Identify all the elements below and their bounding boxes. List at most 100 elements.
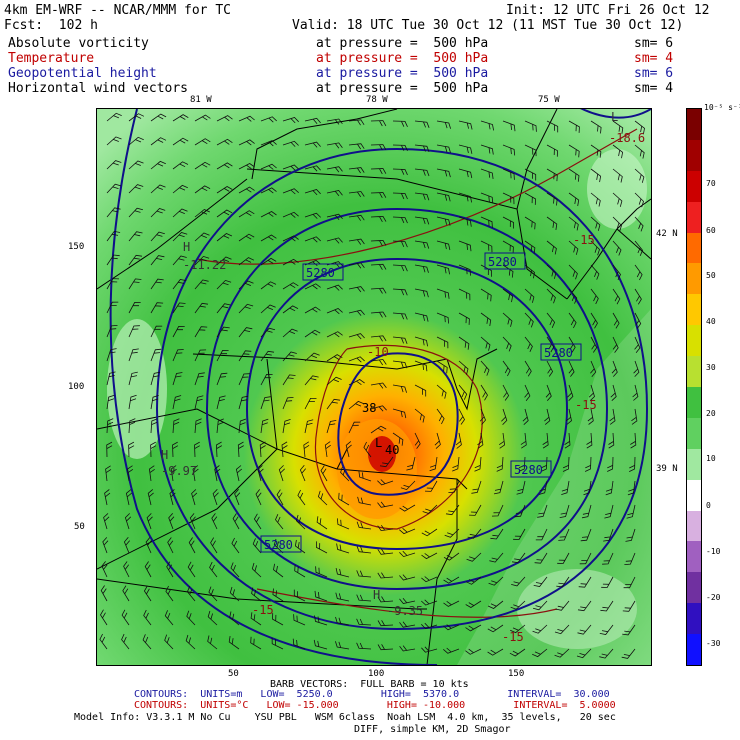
colorbar-label: 40 [706,317,716,326]
wind-barb [480,384,488,401]
wind-barb [142,634,152,650]
wind-barb [106,348,117,362]
wind-barb [229,586,240,602]
wind-barb [106,441,113,458]
wind-barb [489,552,504,563]
colorbar-segment [687,572,701,604]
wind-barb [315,541,328,554]
wind-barb [607,456,614,472]
wind-barb [452,456,460,472]
wind-barb [326,118,343,125]
wind-barb [238,186,255,194]
wind-barb [583,480,592,496]
wind-barb [304,306,321,314]
wind-barb [448,480,460,493]
field-name-vorticity: Absolute vorticity [8,36,149,51]
colorbar-unit: 10⁻⁵ s⁻¹ [704,103,740,112]
wind-barb [304,117,321,124]
colorbar-label: 20 [706,409,716,418]
wind-barb [356,594,372,602]
wind-barb [524,264,535,279]
wind-barb [128,371,138,386]
wind-barb [436,408,445,425]
colorbar-segment [687,356,701,388]
lat-label-39n: 39 N [656,464,678,474]
field-name-wind: Horizontal wind vectors [8,81,189,96]
temp-label: -15 [502,630,524,644]
forecast-hour: Fcst: 102 h [4,18,98,33]
wind-barb [356,642,372,650]
wind-barb [128,301,141,314]
wind-barb [143,609,152,626]
wind-barb [445,504,460,516]
height-contours [109,109,651,665]
field-name-geopotential: Geopotential height [8,66,157,81]
lon-label-81w: 81 W [190,95,212,105]
wind-barb [276,489,284,506]
wind-barb [172,232,188,242]
lon-label-75w: 75 W [538,95,560,105]
wind-barb [172,349,184,362]
wind-barb [414,384,427,397]
wind-barb [106,371,116,386]
weather-map: 5280 5280 5280 5280 5280 -18.6 -15 -10 -… [96,108,652,666]
wind-barb [275,514,284,530]
wind-barb [238,303,254,314]
wind-barb [513,528,526,540]
wind-barb [238,233,255,242]
colorbar-label: 10 [706,454,716,463]
wind-barb [370,120,387,127]
wind-barb [546,360,554,377]
colorbar-label: 70 [706,179,716,188]
wind-barb [568,144,580,158]
wind-barb [282,419,291,434]
wind-barb [498,432,506,449]
wind-barb [123,537,131,554]
wind-barb [172,279,187,290]
wind-barb [100,585,108,602]
wind-barb [621,648,636,659]
wind-barb [370,287,387,294]
wind-barb [436,240,451,251]
wind-barb [579,552,592,565]
wind-barb [524,384,531,401]
wind-barb [124,513,132,530]
wind-barb [524,192,536,205]
wind-barb [568,240,579,255]
wind-barb [260,350,275,362]
colorbar-segment [687,170,701,203]
wind-barb [348,421,361,434]
wind-barb [150,208,166,218]
wind-barb [370,263,387,270]
wind-barb [282,235,299,242]
wind-barb [146,513,153,530]
wind-barb [316,516,328,530]
wind-barb [392,144,408,151]
wind-barb [458,264,471,276]
wind-barb [260,211,277,218]
wind-barb [324,441,331,458]
wind-barb [207,610,218,626]
wind-barb [465,600,482,608]
wind-barb [335,592,350,602]
wind-barb [216,162,233,170]
wind-barb [524,120,537,132]
wind-barb [167,537,174,554]
wind-barb [336,543,350,554]
wind-barb [150,231,165,242]
wind-barb [491,504,504,517]
wind-barb [122,585,130,602]
wind-barb [128,418,136,434]
wind-barb [282,188,299,195]
wind-barb [557,552,570,564]
wind-barb [546,144,558,157]
wind-barb [194,255,210,266]
wind-barb [299,465,307,482]
wind-barb [399,550,416,558]
wind-barb [377,479,394,486]
wind-barb [458,288,471,301]
wind-barb [128,136,144,146]
wind-barb [144,561,152,578]
wind-barb [577,624,592,635]
wind-barb [326,376,342,386]
